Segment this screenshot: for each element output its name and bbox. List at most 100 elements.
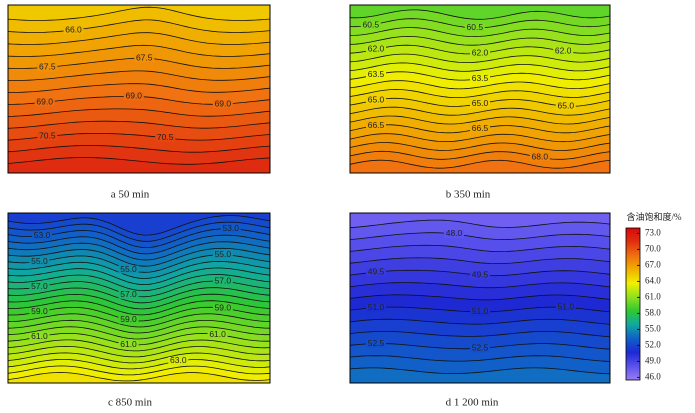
contour-label: 61.0 <box>31 331 48 341</box>
contour-label: 66.5 <box>472 123 489 133</box>
contour-label-gap <box>118 290 139 299</box>
contour-label: 59.0 <box>31 306 48 316</box>
contour-band <box>8 372 270 383</box>
contour-line <box>350 232 610 240</box>
contour-label: 57.0 <box>31 281 48 291</box>
contour-label: 68.0 <box>532 152 549 162</box>
contour-label: 57.0 <box>120 289 137 299</box>
colorbar-tick-label: 70.0 <box>645 243 661 253</box>
colorbar-tick-label: 46.0 <box>645 371 661 381</box>
contour-line <box>8 260 270 279</box>
contour-panel: 53.0 53.0 55.0 55.0 55.0 57.0 57.0 57.0 59.0 59.0… <box>7 212 271 409</box>
contour-label: 51.0 <box>368 302 385 312</box>
contour-line <box>350 355 610 362</box>
contour-line <box>8 215 270 236</box>
contour-panel: 66.0 67.5 67.5 69.0 69.0 69.0 70.5 70.5 a 50 min <box>7 4 271 201</box>
contour-label: 60.5 <box>363 19 380 29</box>
colorbar-tick-label: 58.0 <box>645 307 661 317</box>
contour-panel: 60.5 60.5 62.0 62.0 62.0 63.5 63.5 65.0 65.0 65.0… <box>349 4 611 201</box>
contour-label: 49.5 <box>368 266 385 276</box>
contour-line <box>8 19 270 33</box>
contour-label-gap <box>529 153 550 162</box>
contour-line <box>350 142 610 151</box>
contour-line <box>350 150 610 160</box>
contour-line <box>350 80 610 90</box>
contour-label-gap <box>212 277 233 286</box>
contour-band <box>8 157 270 173</box>
contour-line <box>350 318 610 325</box>
contour-line <box>8 247 270 267</box>
contour-line <box>8 372 270 382</box>
colorbar <box>625 227 641 381</box>
contour-band <box>350 367 610 383</box>
contour-label: 51.0 <box>472 306 489 316</box>
contour-line <box>350 133 610 143</box>
contour-label: 66.0 <box>65 24 82 34</box>
contour-line <box>8 120 270 129</box>
contour-label-gap <box>32 231 53 240</box>
contour-label: 63.5 <box>368 69 385 79</box>
contour-line <box>8 287 270 304</box>
contour-label-gap <box>29 332 50 341</box>
contour-label: 52.5 <box>472 343 489 353</box>
contour-line <box>8 145 270 153</box>
contour-line <box>8 267 270 286</box>
contour-label: 67.5 <box>136 52 153 62</box>
contour-label: 57.0 <box>215 276 232 286</box>
contour-label-gap <box>464 23 485 32</box>
panel-caption: a 50 min <box>111 189 150 201</box>
contour-label: 55.0 <box>31 256 48 266</box>
contour-label: 61.0 <box>120 339 137 349</box>
colorbar-tick-label: 67.0 <box>645 259 661 269</box>
contour-label: 70.5 <box>157 132 174 142</box>
contour-label-gap <box>360 21 381 30</box>
colorbar-title: 含油饱和度/% <box>627 211 683 222</box>
contour-band <box>350 160 610 173</box>
colorbar-tick-label: 52.0 <box>645 339 661 349</box>
colorbar-tick-label: 61.0 <box>645 291 661 301</box>
contour-line <box>8 326 270 340</box>
contour-line <box>8 234 270 255</box>
contour-label-gap <box>134 54 155 63</box>
contour-label: 59.0 <box>120 314 137 324</box>
contour-line <box>350 88 610 98</box>
contour-label-gap <box>366 121 386 130</box>
contour-line <box>350 244 610 253</box>
colorbar-tick-label: 49.0 <box>645 355 661 365</box>
contour-line <box>8 70 270 81</box>
contour-label-gap <box>155 133 176 142</box>
contour-label-gap <box>470 99 490 108</box>
plot-frame <box>349 212 611 384</box>
contour-line <box>350 294 610 301</box>
contour-line <box>8 241 270 261</box>
contour-label-gap <box>118 340 139 349</box>
contour-label-gap <box>29 307 50 316</box>
contour-line <box>350 257 610 264</box>
contour-label-gap <box>553 47 574 56</box>
contour-line <box>350 367 610 375</box>
contour-label-gap <box>123 92 144 101</box>
contour-line <box>8 345 270 358</box>
contour-line <box>8 339 270 352</box>
contour-label-gap <box>37 132 58 141</box>
contour-label: 49.5 <box>472 269 489 279</box>
contour-label-gap <box>34 98 55 107</box>
contour-panel: 48.0 49.5 49.5 51.0 51.0 51.0 52.5 52.5 d 1 200 … <box>349 212 611 409</box>
contour-label: 48.0 <box>446 228 463 238</box>
contour-label: 70.5 <box>39 131 56 141</box>
contour-line <box>8 274 270 292</box>
contour-label-gap <box>470 49 490 58</box>
colorbar-tick-label: 64.0 <box>645 275 661 285</box>
contour-label: 53.0 <box>34 230 51 240</box>
contour-label-gap <box>29 282 50 291</box>
contour-label-gap <box>29 257 50 266</box>
contour-label: 65.0 <box>472 98 489 108</box>
panel-caption: c 850 min <box>108 397 152 409</box>
plot-area: 60.5 60.5 62.0 62.0 62.0 63.5 63.5 65.0 65.0 65.0… <box>350 5 610 173</box>
contour-line <box>8 293 270 310</box>
panel-caption: d 1 200 min <box>446 397 499 409</box>
contour-line <box>8 300 270 316</box>
contour-label: 69.0 <box>125 91 142 101</box>
contour-label-gap <box>366 339 386 348</box>
